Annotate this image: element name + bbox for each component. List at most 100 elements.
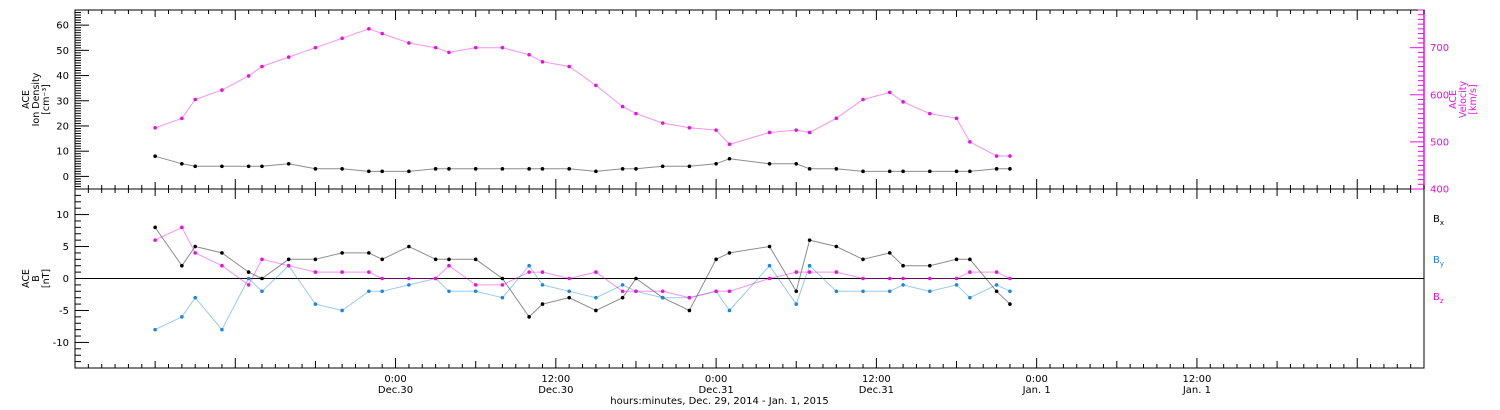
x-tick-label-time: 12:00 (862, 374, 891, 385)
velocity-tick-label: 400 (1430, 185, 1449, 196)
b-tick-label: 5 (63, 242, 69, 253)
data-point-bx (567, 295, 571, 300)
data-point-bx (794, 289, 799, 294)
velocity-axis-title: ACEVelocity[km/s] (1448, 80, 1479, 118)
data-point-by (407, 283, 411, 287)
data-point-velocity (727, 142, 732, 147)
data-point-by (861, 289, 865, 294)
legend-label-main: B (1433, 292, 1440, 303)
data-point-bx (153, 225, 157, 230)
data-point-bx (527, 315, 531, 319)
data-point-bx (246, 270, 251, 274)
density-tick-label: 0 (63, 172, 69, 183)
data-point-ion-density (220, 164, 224, 169)
data-point-velocity (794, 128, 799, 132)
data-point-bz (246, 283, 251, 287)
data-point-ion-density (193, 164, 198, 169)
data-point-velocity (313, 45, 318, 50)
data-point-bx (220, 251, 224, 255)
b-axis-title-line: [nT] (41, 269, 52, 288)
data-point-bz (380, 276, 384, 281)
data-point-by (367, 289, 371, 294)
x-axis-title: hours:minutes, Dec. 29, 2014 - Jan. 1, 2… (610, 396, 828, 407)
data-point-ion-density (727, 156, 732, 161)
data-point-velocity (340, 36, 344, 41)
velocity-axis-title-line: Velocity (1458, 80, 1469, 118)
data-point-ion-density (767, 161, 772, 166)
data-point-by (180, 315, 184, 319)
data-point-bx (727, 251, 732, 255)
data-point-bz (968, 270, 972, 274)
data-point-bx (473, 257, 478, 262)
data-point-bz (767, 276, 772, 281)
data-point-bx (767, 244, 772, 249)
data-point-by (567, 289, 571, 294)
data-point-by (887, 289, 892, 294)
data-point-ion-density (594, 169, 598, 174)
data-point-ion-density (567, 167, 571, 171)
density-tick-label: 60 (56, 21, 69, 32)
data-point-velocity (901, 100, 905, 104)
density-axis-title-line: [cm⁻³] (41, 84, 52, 115)
series-line-bz (154, 226, 1011, 299)
data-point-bx (887, 251, 892, 255)
data-point-velocity (620, 104, 625, 109)
data-point-by (994, 283, 999, 287)
data-point-bx (407, 244, 411, 249)
top-panel-frame (74, 9, 1425, 190)
data-point-bx (994, 289, 999, 294)
b-axis-title: ACEB[nT] (21, 269, 52, 288)
b-axis-title-line: B (31, 275, 42, 282)
data-point-velocity (153, 125, 157, 130)
x-tick-label-time: 0:00 (705, 374, 727, 385)
legend-bx: Bx (1433, 214, 1444, 227)
data-point-by (1008, 289, 1012, 294)
density-axis-title-line: Ion Density (31, 72, 42, 126)
data-point-velocity (954, 116, 959, 121)
data-point-bz (340, 270, 344, 274)
data-point-bz (500, 283, 505, 287)
data-point-velocity (260, 64, 264, 69)
data-point-ion-density (540, 167, 545, 171)
data-point-ion-density (246, 164, 251, 169)
data-point-bx (901, 263, 905, 268)
x-tick-label-time: 12:00 (1183, 374, 1212, 385)
legend-label-main: B (1433, 214, 1440, 225)
data-point-velocity (660, 121, 665, 125)
legend-label-sub: z (1440, 297, 1444, 305)
data-point-bz (807, 270, 812, 274)
data-point-bz (954, 276, 959, 281)
data-point-bx (447, 257, 451, 262)
data-point-ion-density (807, 167, 812, 171)
x-tick-label-time: 0:00 (1025, 374, 1047, 385)
legend-label-sub: y (1440, 260, 1444, 268)
data-point-velocity (433, 45, 438, 50)
data-point-velocity (286, 55, 291, 59)
data-point-bz (928, 276, 932, 281)
x-tick-label-time: 12:00 (541, 374, 570, 385)
legend-by: By (1433, 255, 1444, 268)
data-point-velocity (447, 50, 451, 55)
data-point-velocity (380, 31, 384, 36)
data-point-bx (687, 308, 692, 313)
data-point-by (260, 289, 264, 294)
density-axis-title-line: ACE (21, 90, 32, 109)
density-tick-label: 40 (56, 71, 69, 82)
series-line-by (154, 264, 1011, 331)
b-axis-title-line: ACE (21, 269, 32, 288)
data-point-by (767, 263, 772, 268)
data-point-bx (540, 302, 545, 306)
data-point-ion-density (447, 167, 451, 171)
data-point-bx (807, 238, 812, 242)
data-point-velocity (594, 83, 598, 88)
data-point-ion-density (260, 164, 264, 169)
data-point-bz (834, 270, 839, 274)
density-axis-title: ACEIon Density[cm⁻³] (21, 72, 52, 126)
data-point-velocity (994, 154, 999, 158)
b-tick-label: -10 (53, 338, 69, 349)
data-point-bz (994, 270, 999, 274)
series-line-velocity (154, 28, 1010, 157)
data-point-by (500, 295, 505, 300)
x-tick-label-date: Jan. 1 (1182, 385, 1211, 396)
